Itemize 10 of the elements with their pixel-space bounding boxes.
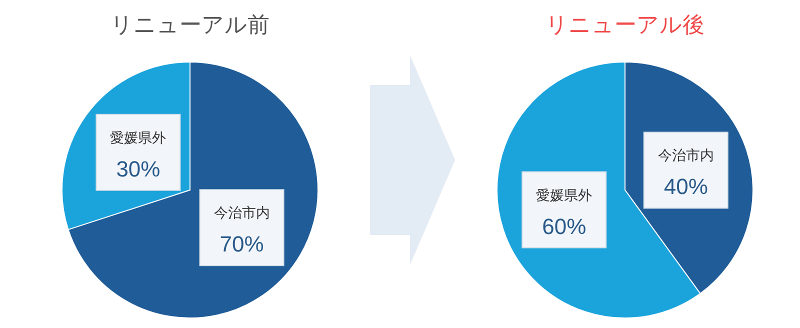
slice-label: 愛媛県外 <box>110 129 166 146</box>
slice-label: 今治市内 <box>658 147 714 164</box>
data-label: 70% <box>220 232 264 257</box>
data-label: 40% <box>664 174 708 200</box>
chart-title: リニューアル後 <box>546 12 704 37</box>
data-label: 60% <box>542 214 586 239</box>
slice-label: 今治市内 <box>214 204 270 221</box>
slice-label: 愛媛県外 <box>536 186 592 203</box>
data-label: 30% <box>116 156 160 182</box>
chart-title: リニューアル前 <box>110 12 270 37</box>
